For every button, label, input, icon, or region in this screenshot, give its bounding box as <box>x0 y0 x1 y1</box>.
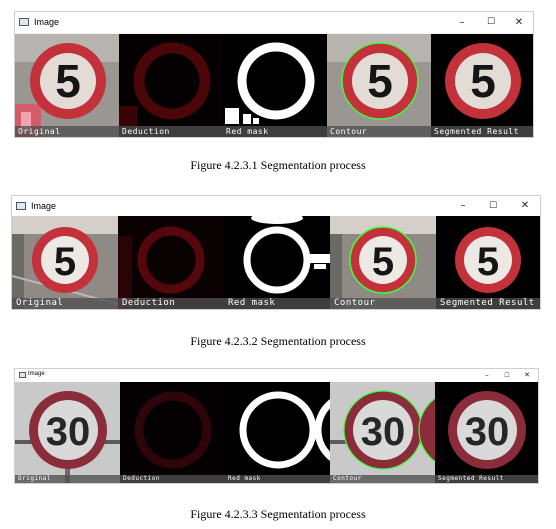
maximize-button[interactable]: ☐ <box>486 17 496 27</box>
panel-label: Original <box>12 298 118 309</box>
sign-number: 5 <box>54 240 76 284</box>
panel-red-mask: Red mask <box>224 216 330 309</box>
panel-label: Red mask <box>223 126 327 137</box>
panel-label: Red mask <box>224 298 330 309</box>
panel-label: Deduction <box>118 298 224 309</box>
sign-number: 30 <box>46 410 91 454</box>
contour-image: 5 <box>330 216 436 309</box>
panel-original: 5 Original <box>12 216 118 309</box>
panel-label: Segmented Result <box>436 298 540 309</box>
window-app-icon <box>16 202 26 210</box>
image-strip: 5 Original Deduction Red mask <box>15 34 533 137</box>
panel-segmented: 5 Segmented Result <box>436 216 540 309</box>
deduction-image <box>120 382 225 483</box>
sign-number: 5 <box>372 240 394 284</box>
window-title: Image <box>28 371 45 377</box>
red-mask-image <box>223 34 327 137</box>
contour-outline <box>349 226 417 294</box>
panel-original: 30 Original <box>15 382 120 483</box>
panel-segmented: 30 Segmented Result <box>435 382 538 483</box>
panel-label: Segmented Result <box>435 475 538 483</box>
sign-number: 5 <box>477 240 499 284</box>
panel-label: Original <box>15 475 120 483</box>
window-title: Image <box>34 17 60 27</box>
sign-number: 5 <box>367 55 393 107</box>
mask-ring <box>239 391 317 469</box>
segmented-image: 5 <box>431 34 533 137</box>
sign-face <box>40 53 96 109</box>
original-image: 5 <box>12 216 118 309</box>
panel-label: Original <box>15 126 119 137</box>
contour-image: 30 <box>330 382 435 483</box>
maximize-button[interactable]: ☐ <box>488 201 498 211</box>
title-bar: Image – ☐ ✕ <box>12 196 540 216</box>
deduction-ring <box>137 226 205 294</box>
title-bar: Image – ☐ ✕ <box>15 12 533 33</box>
close-button[interactable]: ✕ <box>524 371 530 379</box>
sign-face <box>41 236 89 284</box>
maximize-button[interactable]: ☐ <box>504 372 510 379</box>
deduction-ring <box>133 42 211 120</box>
close-button[interactable]: ✕ <box>514 17 524 28</box>
image-strip: 5 Original Deduction Red mask <box>12 216 540 309</box>
title-bar: Image – ☐ ✕ <box>15 369 538 382</box>
mask-ring <box>243 226 311 294</box>
panel-red-mask: Red mask <box>223 34 327 137</box>
panel-label: Contour <box>330 298 436 309</box>
minimize-button[interactable]: – <box>460 200 466 211</box>
window-title: Image <box>31 201 57 211</box>
panel-red-mask: Red mask <box>225 382 330 483</box>
red-mask-image <box>225 382 330 483</box>
panel-segmented: 5 Segmented Result <box>431 34 533 137</box>
panel-label: Deduction <box>119 126 223 137</box>
image-strip: 30 Original Deduction Red mask <box>15 382 538 483</box>
panel-label: Deduction <box>120 475 225 483</box>
red-mask-image <box>224 216 330 309</box>
panel-deduction: Deduction <box>120 382 225 483</box>
panel-original: 5 Original <box>15 34 119 137</box>
sign-number: 5 <box>470 55 496 107</box>
panel-deduction: Deduction <box>119 34 223 137</box>
original-image: 5 <box>15 34 119 137</box>
sign-number: 5 <box>55 55 81 107</box>
window-app-icon <box>19 372 26 378</box>
panel-contour: 30 Contour <box>330 382 435 483</box>
sign-face <box>38 400 98 460</box>
image-window-2: Image – ☐ ✕ 5 Original Deduc <box>12 196 540 309</box>
minimize-button[interactable]: – <box>459 17 465 28</box>
deduction-image <box>118 216 224 309</box>
segmented-image: 5 <box>436 216 540 309</box>
mask-ring <box>237 42 315 120</box>
segmented-image: 30 <box>435 382 538 483</box>
figure-caption-1: Figure 4.2.3.1 Segmentation process <box>190 158 366 172</box>
deduction-ring <box>134 391 212 469</box>
image-window-3: Image – ☐ ✕ 30 Original Deduction <box>15 369 538 483</box>
contour-image: 5 <box>327 34 431 137</box>
image-window-1: Image – ☐ ✕ 5 Original Deduc <box>15 12 533 137</box>
sign-number: 30 <box>361 410 406 454</box>
panel-deduction: Deduction <box>118 216 224 309</box>
window-app-icon <box>19 18 29 26</box>
minimize-button[interactable]: – <box>485 371 489 379</box>
original-image: 30 <box>15 382 120 483</box>
panel-label: Contour <box>327 126 431 137</box>
sign-number: 30 <box>465 410 510 454</box>
close-button[interactable]: ✕ <box>520 200 530 211</box>
figure-caption-2: Figure 4.2.3.2 Segmentation process <box>190 334 366 348</box>
contour-outline <box>341 42 419 120</box>
figure-caption-3: Figure 4.2.3.3 Segmentation process <box>190 507 366 521</box>
deduction-image <box>119 34 223 137</box>
panel-label: Red mask <box>225 475 330 483</box>
panel-label: Segmented Result <box>431 126 533 137</box>
panel-contour: 5 Contour <box>327 34 431 137</box>
panel-contour: 5 Contour <box>330 216 436 309</box>
panel-label: Contour <box>330 475 435 483</box>
